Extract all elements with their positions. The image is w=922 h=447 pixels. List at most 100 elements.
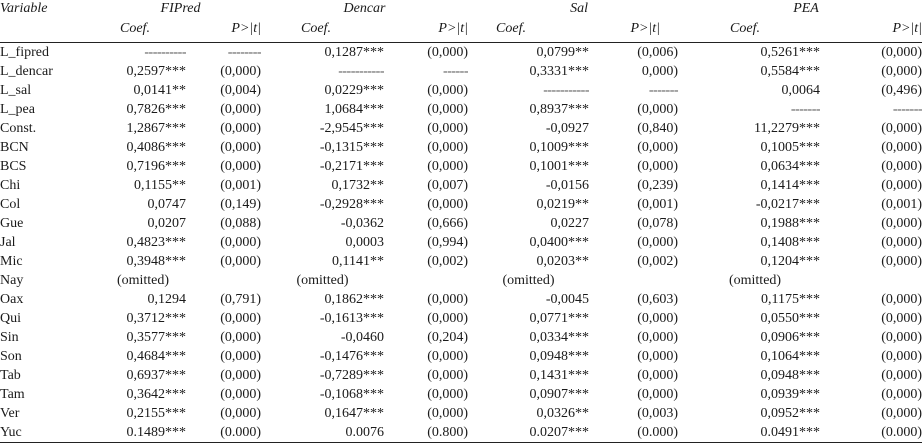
coefficient-cell: 0,1141** bbox=[332, 253, 385, 269]
variable-name-cell: Jal bbox=[0, 234, 16, 250]
coefficient-cell: 0,3577*** bbox=[126, 329, 187, 345]
coefficient-cell: 0,5584*** bbox=[760, 63, 821, 79]
coefficient-cell: 0,0003 bbox=[345, 234, 385, 250]
coefficient-cell: (omitted) bbox=[502, 272, 555, 288]
p-value-cell: (0.800) bbox=[384, 423, 469, 443]
p-value-cell: (0,000) bbox=[427, 101, 469, 117]
coefficient-cell: -2,9545*** bbox=[319, 120, 385, 136]
p-value-cell bbox=[186, 271, 261, 290]
coefficient-cell: 0,0334*** bbox=[529, 329, 590, 345]
variable-name-cell: Sin bbox=[0, 329, 19, 345]
p-value-cell bbox=[384, 271, 468, 290]
coefficient-cell: 0,0207 bbox=[147, 215, 187, 231]
p-header-sal: P>|t| bbox=[589, 20, 691, 43]
coefficient-cell: 0,1431*** bbox=[529, 367, 590, 383]
p-value-cell: (0,004) bbox=[220, 82, 262, 98]
subheader-blank bbox=[0, 20, 100, 43]
coefficient-cell: 0,2155*** bbox=[126, 405, 187, 421]
p-value-cell: (0,000) bbox=[881, 386, 922, 402]
coefficient-cell: 0,0203** bbox=[536, 253, 590, 269]
p-value-cell: (0,000) bbox=[881, 310, 922, 326]
p-value-cell bbox=[589, 271, 690, 290]
coefficient-cell: (omitted) bbox=[296, 272, 349, 288]
coefficient-cell: 1,2867*** bbox=[126, 120, 187, 136]
coefficient-cell: ---------- bbox=[144, 44, 186, 60]
p-value-cell: (0,000) bbox=[637, 158, 679, 174]
p-value-cell: (0.000) bbox=[186, 423, 262, 443]
table-row: Oax 0,1294 (0,791) 0,1862*** (0,000) -0,0045 (… bbox=[0, 290, 922, 309]
p-value-cell: (0,000) bbox=[637, 367, 679, 383]
p-value-cell: (0,000) bbox=[881, 348, 922, 364]
p-value-cell: (0.000) bbox=[820, 423, 922, 443]
variable-name-cell: Mic bbox=[0, 253, 23, 269]
variable-name-cell: Ver bbox=[0, 405, 20, 421]
coefficient-cell: -0,0045 bbox=[545, 291, 590, 307]
group-header-row: Variable FIPred Dencar Sal PEA bbox=[0, 0, 922, 20]
coefficient-cell: -0,0362 bbox=[340, 215, 385, 231]
p-value-cell: (0,000) bbox=[220, 139, 262, 155]
variable-name-cell: BCN bbox=[0, 139, 29, 155]
p-value-cell: (0,000) bbox=[637, 139, 679, 155]
table-row: Tab 0,6937*** (0,000) -0,7289*** (0,000) 0,14… bbox=[0, 366, 922, 385]
variable-name-cell: Nay bbox=[0, 272, 24, 288]
p-value-cell: (0,000) bbox=[881, 63, 922, 79]
coefficient-cell: -0,0927 bbox=[545, 120, 590, 136]
coefficient-cell: -0,7289*** bbox=[319, 367, 385, 383]
coefficient-cell: 0,0948*** bbox=[760, 367, 821, 383]
coefficient-cell: 0,1414*** bbox=[760, 177, 821, 193]
table-row: Sin 0,3577*** (0,000) -0,0460 (0,204) 0,0334*… bbox=[0, 328, 922, 347]
coefficient-cell: 11,2279*** bbox=[754, 120, 821, 136]
subheader-row: Coef. P>|t| Coef. P>|t| Coef. P>|t| Coef… bbox=[0, 20, 922, 43]
p-value-cell: (0,000) bbox=[220, 101, 262, 117]
p-value-cell: (0,000) bbox=[881, 234, 922, 250]
coefficient-cell: 0,4086*** bbox=[126, 139, 187, 155]
p-value-cell: (0,000) bbox=[427, 196, 469, 212]
p-value-cell: (0,006) bbox=[637, 44, 679, 60]
p-value-cell: (0,000) bbox=[427, 139, 469, 155]
p-value-cell: (0,149) bbox=[220, 196, 262, 212]
variable-name-cell: Son bbox=[0, 348, 22, 364]
p-value-cell: (0,603) bbox=[637, 291, 679, 307]
p-value-cell: (0,000) bbox=[427, 158, 469, 174]
p-value-cell: (0,000) bbox=[220, 234, 262, 250]
p-value-cell: (0,000) bbox=[427, 44, 469, 60]
p-value-cell: (0,000) bbox=[220, 329, 262, 345]
coefficient-cell: 0,0634*** bbox=[760, 158, 821, 174]
p-value-cell: ------- bbox=[648, 82, 679, 98]
coefficient-cell: -0,0460 bbox=[340, 329, 385, 345]
p-value-cell: (0,002) bbox=[427, 253, 469, 269]
coefficient-cell: 0,1294 bbox=[147, 291, 187, 307]
coefficient-cell: 0,3642*** bbox=[126, 386, 187, 402]
p-value-cell: (0,000) bbox=[881, 215, 922, 231]
table-row: BCS 0,7196*** (0,000) -0,2171*** (0,000) 0,10… bbox=[0, 157, 922, 176]
p-value-cell: (0,000) bbox=[881, 139, 922, 155]
coefficient-cell: 0,1064*** bbox=[760, 348, 821, 364]
p-value-cell bbox=[820, 271, 922, 290]
p-value-cell: (0,000) bbox=[881, 405, 922, 421]
table-row: Col 0,0747 (0,149) -0,2928*** (0,000) 0,0219*… bbox=[0, 195, 922, 214]
coefficient-cell: -0,2928*** bbox=[319, 196, 385, 212]
variable-name-cell: Oax bbox=[0, 291, 24, 307]
p-value-cell: (0,000) bbox=[881, 177, 922, 193]
p-value-cell: (0,000) bbox=[427, 82, 469, 98]
coefficient-cell: 0.0491*** bbox=[690, 423, 821, 443]
table-body: L_fipred ---------- -------- 0,1287*** (0,00… bbox=[0, 43, 922, 443]
p-value-cell: (0,000) bbox=[427, 291, 469, 307]
p-header-pea: P>|t| bbox=[820, 20, 922, 43]
variable-name-cell: Col bbox=[0, 196, 21, 212]
p-value-cell: (0,000) bbox=[881, 158, 922, 174]
p-value-cell: (0,000) bbox=[637, 310, 679, 326]
p-value-cell: (0,000) bbox=[220, 367, 262, 383]
coefficient-cell: 0,3712*** bbox=[126, 310, 187, 326]
coefficient-cell: ----------- bbox=[338, 63, 385, 79]
coefficient-cell: -0,0217*** bbox=[755, 196, 821, 212]
p-value-cell: (0,000) bbox=[637, 329, 679, 345]
coefficient-cell: 0,1287*** bbox=[324, 44, 385, 60]
p-value-cell: -------- bbox=[227, 44, 262, 60]
p-value-cell: (0.000) bbox=[589, 423, 691, 443]
group-header-dencar: Dencar bbox=[343, 1, 386, 16]
coefficient-cell: 0,0948*** bbox=[529, 348, 590, 364]
p-value-cell: (0,840) bbox=[637, 120, 679, 136]
coefficient-cell: -0,2171*** bbox=[319, 158, 385, 174]
coefficient-cell: 0,1001*** bbox=[529, 158, 590, 174]
